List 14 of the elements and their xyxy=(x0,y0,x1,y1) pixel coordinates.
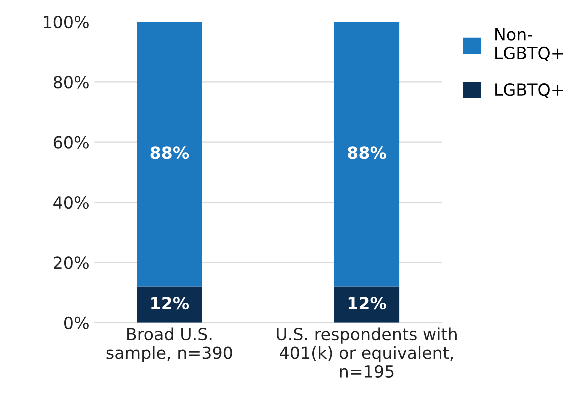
legend-label: Non-LGBTQ+ xyxy=(496,28,564,62)
x-tick-label: U.S. respondents with 401(k) or equivalent, n=195 xyxy=(277,328,457,378)
data-label: 88% xyxy=(348,146,386,160)
y-tick-label: 40% xyxy=(54,196,89,210)
data-label: 12% xyxy=(152,297,190,310)
data-label: 12% xyxy=(348,297,386,310)
y-tick-label: 20% xyxy=(54,256,89,270)
legend-label: LGBTQ+ xyxy=(496,84,564,98)
y-tick-label: 60% xyxy=(54,136,89,149)
data-label: 88% xyxy=(150,146,190,160)
x-tick-label: Broad U.S. sample, n=390 xyxy=(106,328,232,363)
y-tick-label: 80% xyxy=(54,76,89,89)
y-tick-label: 0% xyxy=(64,316,89,330)
y-tick-label: 100% xyxy=(44,16,89,29)
